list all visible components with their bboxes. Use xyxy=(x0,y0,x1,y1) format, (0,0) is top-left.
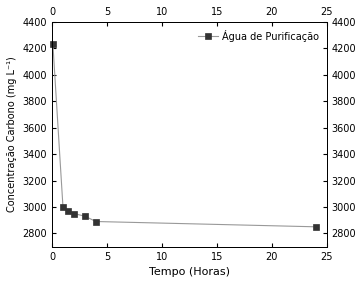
Água de Purificação xyxy=(72,212,76,215)
X-axis label: Tempo (Horas): Tempo (Horas) xyxy=(149,267,230,277)
Água de Purificação xyxy=(94,220,98,223)
Legend: Água de Purificação: Água de Purificação xyxy=(196,27,322,45)
Água de Purificação xyxy=(313,225,318,229)
Y-axis label: Concentração Carbono (mg L⁻¹): Concentração Carbono (mg L⁻¹) xyxy=(7,56,17,212)
Água de Purificação xyxy=(83,214,87,218)
Água de Purificação xyxy=(66,209,71,213)
Água de Purificação xyxy=(61,205,65,209)
Água de Purificação xyxy=(51,43,55,46)
Line: Água de Purificação: Água de Purificação xyxy=(50,41,318,229)
